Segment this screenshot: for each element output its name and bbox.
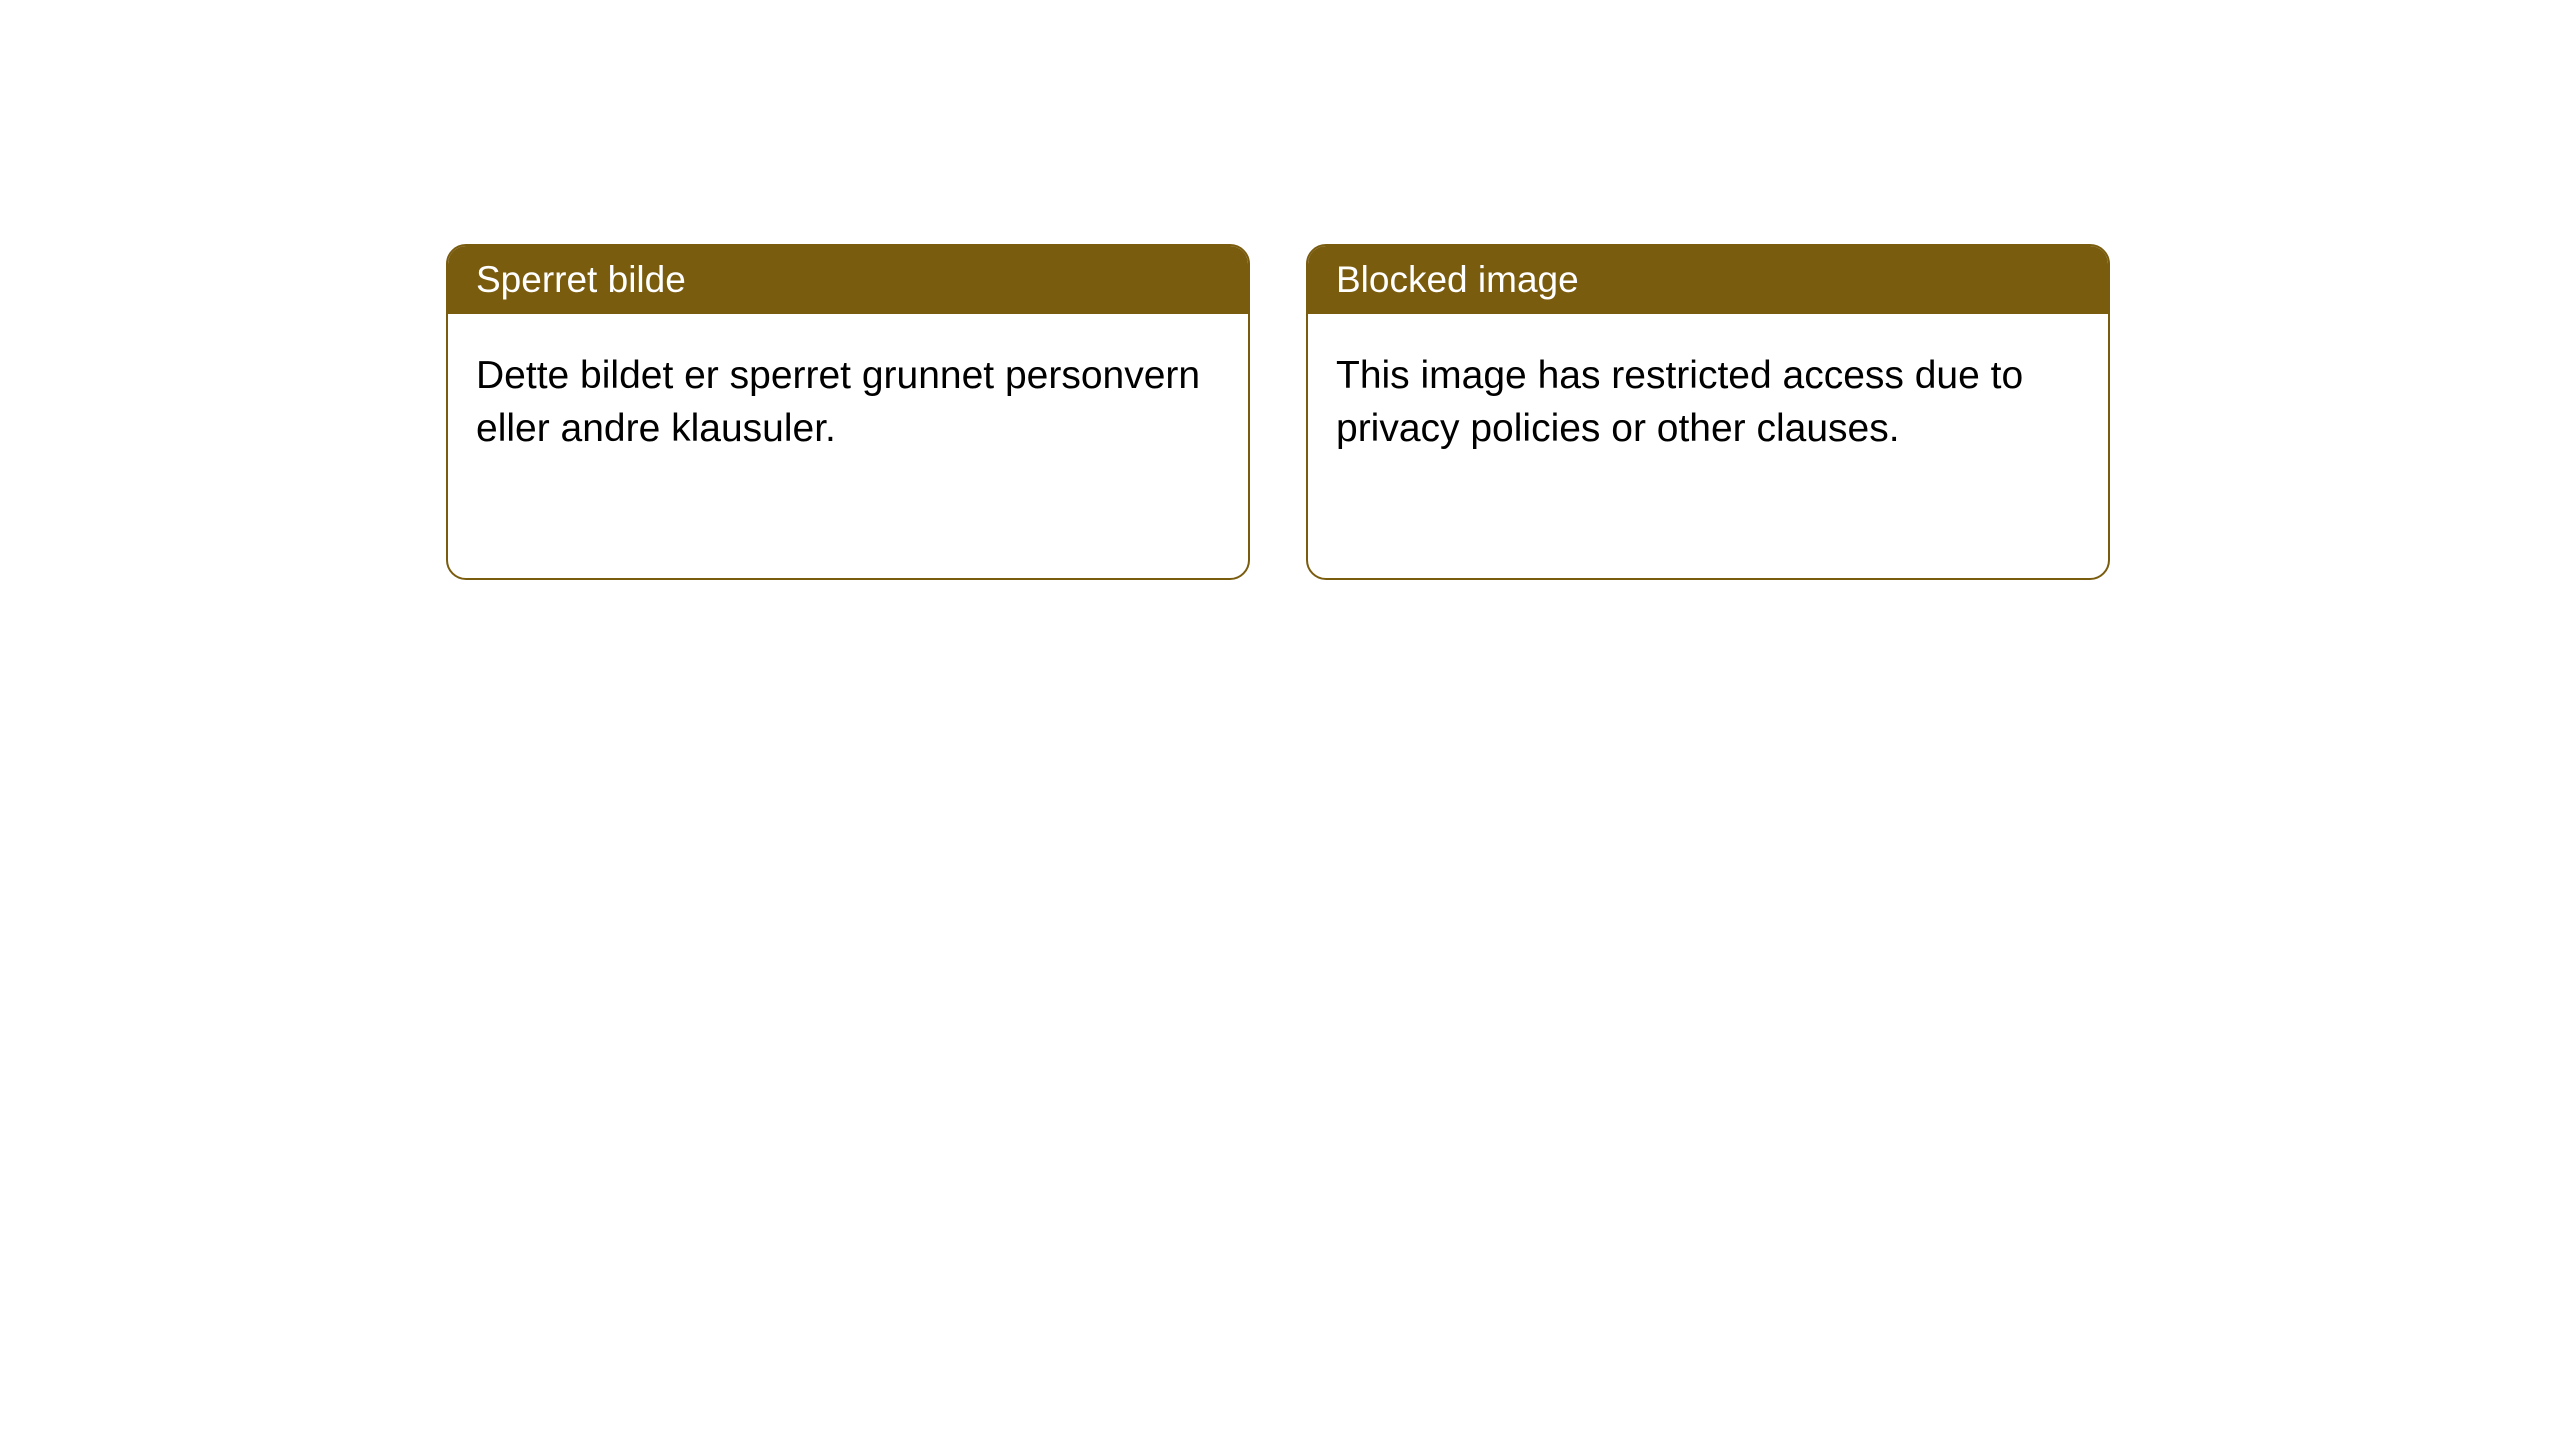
- notice-card-norwegian: Sperret bilde Dette bildet er sperret gr…: [446, 244, 1250, 580]
- notice-cards-row: Sperret bilde Dette bildet er sperret gr…: [0, 0, 2560, 580]
- notice-body: This image has restricted access due to …: [1308, 314, 2108, 491]
- notice-title: Sperret bilde: [448, 246, 1248, 314]
- notice-title: Blocked image: [1308, 246, 2108, 314]
- notice-card-english: Blocked image This image has restricted …: [1306, 244, 2110, 580]
- notice-body: Dette bildet er sperret grunnet personve…: [448, 314, 1248, 491]
